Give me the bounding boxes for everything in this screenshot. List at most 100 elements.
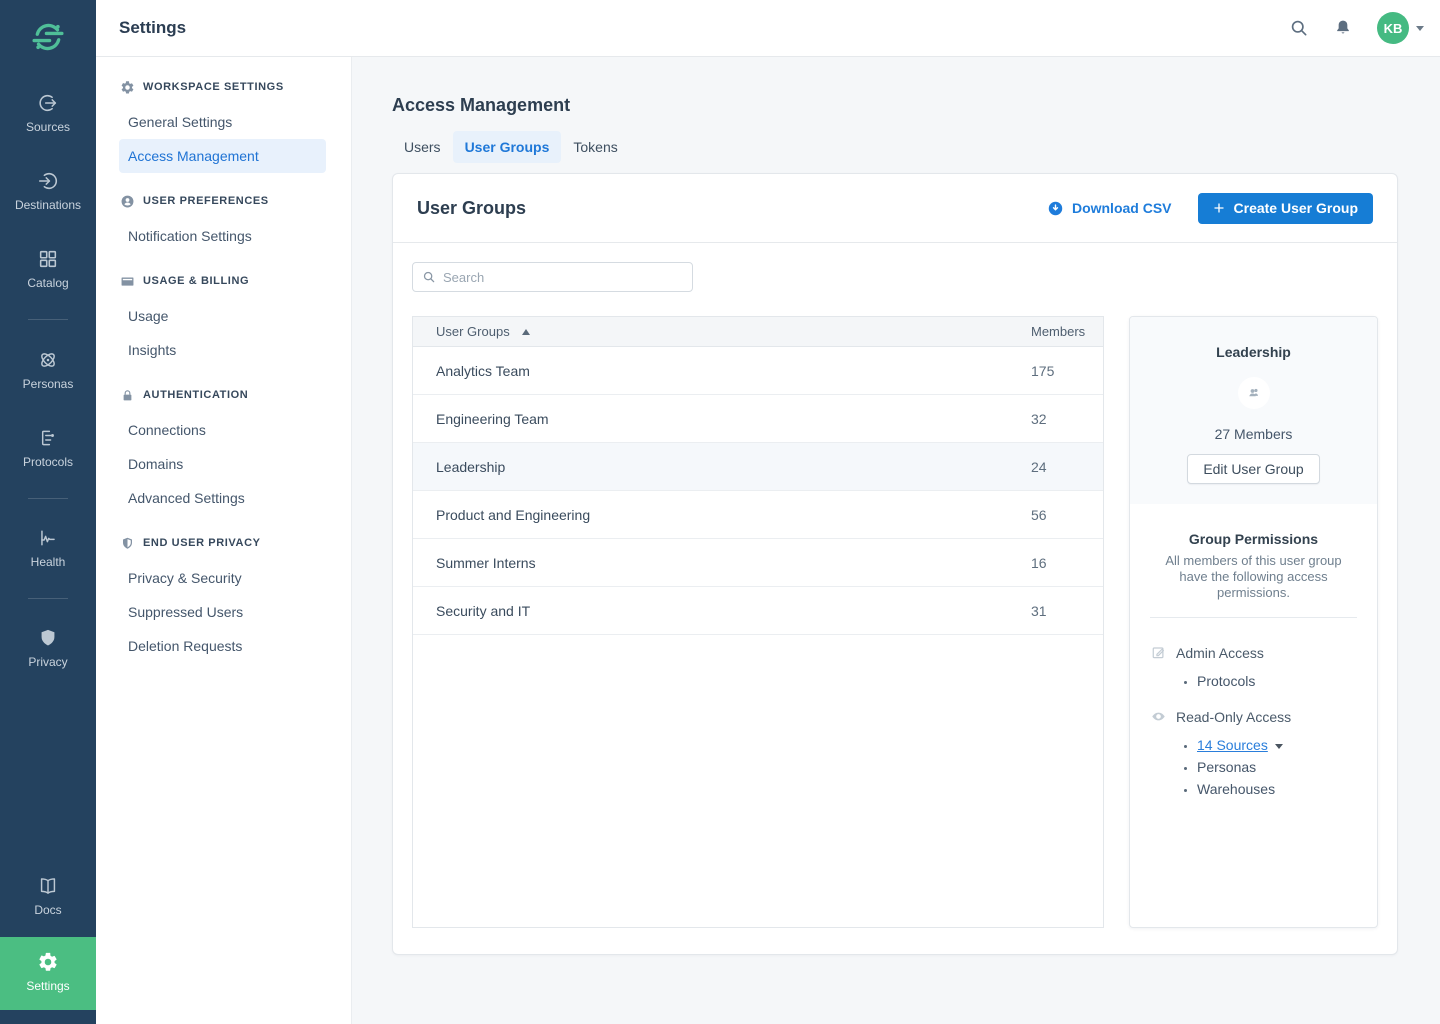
group-detail-panel: Leadership xyxy=(1129,316,1378,928)
topbar: Settings KB xyxy=(96,0,1440,57)
settings-nav-privacy-security[interactable]: Privacy & Security xyxy=(128,570,242,586)
settings-nav-connections[interactable]: Connections xyxy=(128,422,206,438)
settings-nav-usage[interactable]: Usage xyxy=(128,308,169,324)
user-groups-table: User Groups Members Analytics Team xyxy=(412,316,1104,928)
section-header-label: WORKSPACE SETTINGS xyxy=(143,81,284,93)
edit-icon xyxy=(1150,644,1167,661)
sidebar-item-privacy[interactable]: Privacy xyxy=(0,627,96,669)
table-and-detail: User Groups Members Analytics Team xyxy=(412,316,1378,928)
settings-nav-section-workspace: WORKSPACE SETTINGS General Settings Acce… xyxy=(96,77,351,173)
content-row: WORKSPACE SETTINGS General Settings Acce… xyxy=(96,57,1440,1024)
sources-icon xyxy=(37,92,59,114)
sidebar-item-label: Health xyxy=(30,555,66,569)
privacy-shield-icon xyxy=(37,627,59,649)
sidebar-item-label: Privacy xyxy=(28,655,68,669)
eye-icon xyxy=(1150,708,1167,725)
permission-items: Protocols xyxy=(1150,670,1357,692)
sidebar-item-health[interactable]: Health xyxy=(0,527,96,569)
gear-icon xyxy=(120,80,135,95)
sidebar-item-docs[interactable]: Docs xyxy=(0,875,96,917)
tab-bar: Users User Groups Tokens xyxy=(392,131,1398,163)
section-header: USAGE & BILLING xyxy=(120,271,351,291)
create-user-group-button[interactable]: Create User Group xyxy=(1197,192,1373,224)
sidebar-divider xyxy=(28,498,68,499)
group-avatar xyxy=(1237,377,1270,409)
card-title: User Groups xyxy=(417,197,527,218)
permission-item: Protocols xyxy=(1197,670,1357,692)
tab-tokens[interactable]: Tokens xyxy=(573,139,618,155)
settings-nav-access-management[interactable]: Access Management xyxy=(119,139,326,173)
table-row[interactable]: Analytics Team 175 xyxy=(413,347,1103,395)
section-header: WORKSPACE SETTINGS xyxy=(120,77,351,97)
protocols-icon xyxy=(37,427,59,449)
section-header: USER PREFERENCES xyxy=(120,191,351,211)
avatar-menu-caret-icon[interactable] xyxy=(1416,25,1424,31)
edit-user-group-button[interactable]: Edit User Group xyxy=(1187,454,1320,484)
settings-nav-section-user-preferences: USER PREFERENCES Notification Settings xyxy=(96,191,351,253)
settings-nav-suppressed-users[interactable]: Suppressed Users xyxy=(128,604,244,620)
tab-user-groups[interactable]: User Groups xyxy=(452,131,562,163)
permission-item-sources: 14 Sources xyxy=(1197,734,1357,756)
sources-count-link[interactable]: 14 Sources xyxy=(1197,737,1268,753)
permissions-title: Group Permissions xyxy=(1188,531,1319,547)
sidebar-item-label: Catalog xyxy=(27,276,69,290)
section-header-label: AUTHENTICATION xyxy=(143,389,249,401)
section-header-label: USAGE & BILLING xyxy=(143,275,250,287)
sidebar-item-protocols[interactable]: Protocols xyxy=(0,427,96,469)
search-input[interactable] xyxy=(443,269,683,285)
tab-users[interactable]: Users xyxy=(404,139,441,155)
download-icon xyxy=(1048,201,1063,215)
settings-nav-advanced-settings[interactable]: Advanced Settings xyxy=(128,490,245,506)
column-header-user-groups[interactable]: User Groups xyxy=(413,324,1031,339)
settings-nav-deletion-requests[interactable]: Deletion Requests xyxy=(128,638,243,654)
expand-caret-icon[interactable] xyxy=(1274,743,1283,749)
sidebar-divider xyxy=(28,598,68,599)
topbar-title: Settings xyxy=(119,18,187,37)
segment-logo[interactable] xyxy=(29,18,67,56)
settings-nav-notification-settings[interactable]: Notification Settings xyxy=(128,228,252,244)
sort-ascending-icon xyxy=(521,328,530,335)
table-row-selected[interactable]: Leadership 24 xyxy=(413,443,1103,491)
sidebar-item-label: Docs xyxy=(34,903,62,917)
shield-icon xyxy=(120,536,135,551)
user-circle-icon xyxy=(120,194,135,209)
settings-nav-general-settings[interactable]: General Settings xyxy=(128,114,233,130)
search-box xyxy=(412,262,693,292)
card-actions: Download CSV Create User Group xyxy=(1047,192,1373,224)
table-row[interactable]: Product and Engineering 56 xyxy=(413,491,1103,539)
search-icon xyxy=(423,271,435,283)
sidebar-item-settings[interactable]: Settings xyxy=(0,937,96,1010)
sidebar-item-label: Personas xyxy=(22,377,74,391)
sidebar-item-catalog[interactable]: Catalog xyxy=(0,248,96,290)
health-icon xyxy=(37,527,59,549)
topbar-actions: KB xyxy=(1265,12,1424,44)
credit-card-icon xyxy=(120,274,135,289)
bell-icon[interactable] xyxy=(1333,18,1353,38)
divider xyxy=(1150,617,1357,618)
permissions-description: All members of this user group have the … xyxy=(1165,553,1342,600)
user-avatar[interactable]: KB xyxy=(1377,12,1409,44)
table-header-row: User Groups Members xyxy=(413,317,1103,347)
permission-items: 14 Sources Personas Warehouses xyxy=(1150,734,1357,800)
sidebar-item-personas[interactable]: Personas xyxy=(0,349,96,391)
settings-nav-insights[interactable]: Insights xyxy=(128,342,177,358)
column-header-members[interactable]: Members xyxy=(1031,324,1086,339)
app-sidebar: Sources Destinations Catalog xyxy=(0,0,96,1024)
settings-nav-section-usage-billing: USAGE & BILLING Usage Insights xyxy=(96,271,351,367)
user-groups-card: User Groups Download CSV xyxy=(392,173,1398,955)
section-header: AUTHENTICATION xyxy=(120,385,351,405)
download-csv-button[interactable]: Download CSV xyxy=(1047,200,1172,217)
catalog-icon xyxy=(37,248,59,270)
sidebar-item-sources[interactable]: Sources xyxy=(0,92,96,134)
table-row[interactable]: Summer Interns 16 xyxy=(413,539,1103,587)
table-row[interactable]: Security and IT 31 xyxy=(413,587,1103,635)
settings-nav: WORKSPACE SETTINGS General Settings Acce… xyxy=(96,57,352,1024)
sidebar-item-destinations[interactable]: Destinations xyxy=(0,170,96,212)
users-group-icon xyxy=(1248,388,1258,397)
table-row[interactable]: Engineering Team 32 xyxy=(413,395,1103,443)
search-icon[interactable] xyxy=(1289,18,1309,38)
settings-nav-domains[interactable]: Domains xyxy=(128,456,184,472)
section-header: END USER PRIVACY xyxy=(120,533,351,553)
destinations-icon xyxy=(37,170,59,192)
